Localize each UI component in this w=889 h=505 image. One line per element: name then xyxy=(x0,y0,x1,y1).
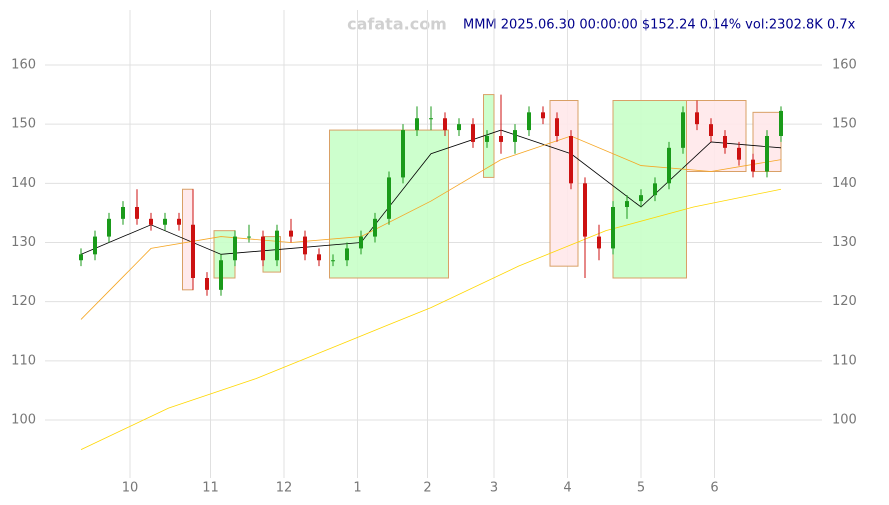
candle-body xyxy=(611,207,615,249)
candle-body xyxy=(303,236,307,255)
candle-body xyxy=(79,254,83,261)
x-tick-label: 3 xyxy=(490,481,498,496)
candle-body xyxy=(527,112,531,131)
candle-body xyxy=(695,112,699,125)
y-tick-label-right: 140 xyxy=(832,176,857,191)
candle-body xyxy=(583,183,587,237)
candle-body xyxy=(709,124,713,136)
x-tick-label: 11 xyxy=(202,481,219,496)
candle-body xyxy=(569,136,573,184)
candle-body xyxy=(457,124,461,131)
y-tick-label-right: 150 xyxy=(832,117,857,132)
candle-body xyxy=(471,124,475,142)
y-tick-label: 150 xyxy=(11,117,36,132)
indicator-line xyxy=(80,135,782,320)
y-tick-label-right: 130 xyxy=(832,235,857,250)
y-tick-label: 100 xyxy=(11,413,36,428)
candle-body xyxy=(541,112,545,119)
zone xyxy=(686,100,747,172)
candle-body xyxy=(639,195,643,202)
candle-body xyxy=(247,236,251,238)
candle-body xyxy=(387,177,391,219)
candle-body xyxy=(177,218,181,225)
candle-body xyxy=(429,118,433,120)
candle-body xyxy=(443,118,447,131)
candle-body xyxy=(317,254,321,261)
candle-body xyxy=(289,230,293,237)
candle-body xyxy=(107,218,111,237)
candle-body xyxy=(345,248,349,261)
candle-body xyxy=(261,236,265,261)
candle-body xyxy=(415,118,419,131)
candle-body xyxy=(513,130,517,142)
candle-body xyxy=(485,136,489,142)
zone xyxy=(549,100,579,267)
candle-body xyxy=(205,278,209,290)
y-tick-label-right: 120 xyxy=(832,294,857,309)
candle-body xyxy=(121,207,125,219)
candle-body xyxy=(401,130,405,178)
zone xyxy=(612,100,687,279)
candle-body xyxy=(93,236,97,255)
candle-body xyxy=(779,110,783,136)
candle-body xyxy=(737,147,741,160)
candle-body xyxy=(499,136,503,142)
y-tick-label: 110 xyxy=(11,353,36,368)
y-tick-label: 160 xyxy=(11,58,36,73)
watermark: cafata.com xyxy=(347,15,447,34)
candle-body xyxy=(233,236,237,261)
candle-body xyxy=(723,136,727,148)
y-tick-label: 140 xyxy=(11,176,36,191)
y-tick-label-right: 160 xyxy=(832,58,857,73)
indicator-line xyxy=(80,188,782,450)
candle-body xyxy=(667,147,671,184)
x-tick-label: 2 xyxy=(423,481,431,496)
x-tick-label: 1 xyxy=(353,481,361,496)
x-tick-label: 6 xyxy=(710,481,718,496)
candle-body xyxy=(275,230,279,261)
y-tick-label: 120 xyxy=(11,294,36,309)
x-tick-label: 5 xyxy=(637,481,645,496)
candle-body xyxy=(555,118,559,136)
y-tick-label: 130 xyxy=(11,235,36,250)
x-tick-label: 12 xyxy=(276,481,293,496)
candle-body xyxy=(163,218,167,225)
candle-body xyxy=(359,236,363,249)
x-tick-label: 4 xyxy=(563,481,571,496)
y-tick-label-right: 110 xyxy=(832,353,857,368)
candle-body xyxy=(331,260,335,262)
candle-body xyxy=(219,260,223,290)
candle-body xyxy=(191,224,195,278)
candle-body xyxy=(597,236,601,249)
candle-body xyxy=(751,159,755,172)
candle-body xyxy=(765,136,769,172)
indicator-line xyxy=(80,129,782,255)
candle-body xyxy=(681,112,685,148)
candle-body xyxy=(135,207,139,219)
candle-body xyxy=(149,218,153,225)
y-tick-label-right: 100 xyxy=(832,413,857,428)
chart-title: MMM 2025.06.30 00:00:00 $152.24 0.14% vo… xyxy=(463,18,856,33)
x-tick-label: 10 xyxy=(122,481,139,496)
candle-body xyxy=(373,218,377,237)
candle-body xyxy=(625,201,629,207)
candle-body xyxy=(653,183,657,196)
